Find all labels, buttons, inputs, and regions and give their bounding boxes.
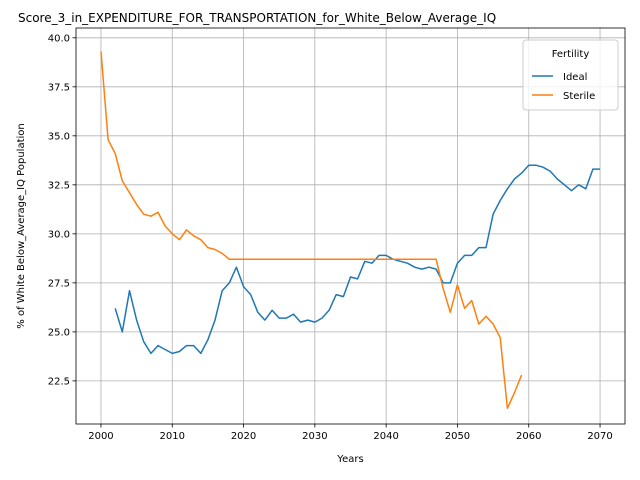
plot-frame xyxy=(75,27,626,425)
x-tick-label: 2000 xyxy=(88,431,113,442)
x-tick-label: 2040 xyxy=(373,431,398,442)
x-tick-label: 2060 xyxy=(516,431,541,442)
legend-title: Fertility xyxy=(552,49,590,60)
series-line-ideal xyxy=(114,164,600,355)
legend-items: Ideal Sterile xyxy=(532,72,595,102)
y-axis-label: % of White Below_Average_IQ Population xyxy=(16,123,27,328)
y-tick-label: 35.0 xyxy=(48,131,70,142)
legend-label-ideal: Ideal xyxy=(563,72,587,83)
y-tick-label: 30.0 xyxy=(48,229,70,240)
legend-label-sterile: Sterile xyxy=(563,91,595,102)
x-tick-label: 2070 xyxy=(587,431,612,442)
legend: Fertility Ideal Sterile xyxy=(522,39,619,111)
series-line-sterile xyxy=(100,51,523,410)
x-tick-label: 2020 xyxy=(231,431,256,442)
y-tick-label: 37.5 xyxy=(48,82,70,93)
legend-box xyxy=(522,39,619,111)
y-tick-label: 22.5 xyxy=(48,376,70,387)
chart-title: Score_3_in_EXPENDITURE_FOR_TRANSPORTATIO… xyxy=(18,11,496,25)
axis-ticks: 2000 2010 2020 2030 2040 2050 2060 2070 22.5 25.0… xyxy=(48,33,613,442)
y-tick-label: 32.5 xyxy=(48,180,70,191)
x-tick-label: 2010 xyxy=(160,431,185,442)
y-tick-label: 27.5 xyxy=(48,278,70,289)
y-tick-label: 40.0 xyxy=(48,33,70,44)
y-tick-label: 25.0 xyxy=(48,327,70,338)
series-lines xyxy=(100,51,600,410)
x-axis-label: Years xyxy=(336,454,363,465)
x-tick-label: 2050 xyxy=(445,431,470,442)
x-tick-label: 2030 xyxy=(302,431,327,442)
